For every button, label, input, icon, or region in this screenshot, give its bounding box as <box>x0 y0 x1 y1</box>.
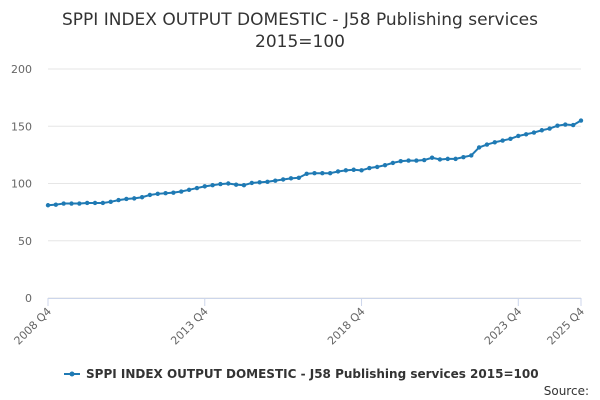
data-point[interactable]: 2014 Q1: 98.5 <box>210 183 215 188</box>
data-point[interactable]: 2025 Q2: 151.5 <box>563 122 568 127</box>
data-point[interactable]: 2020 Q1: 119.5 <box>398 158 403 164</box>
legend-marker-symbol <box>69 371 75 377</box>
data-point[interactable]: 2017 Q2: 109 <box>312 170 317 176</box>
data-point[interactable]: 2020 Q2: 120 <box>406 158 411 163</box>
data-point[interactable]: 2010 Q1: 83 <box>84 200 90 206</box>
data-point[interactable]: 2009 Q4: 82.5 <box>77 201 82 206</box>
data-point[interactable]: 2018 Q3: 112 <box>351 167 356 172</box>
data-point[interactable]: 2011 Q2: 86.5 <box>124 196 129 202</box>
data-point[interactable]: 2013 Q2: 94.5 <box>186 187 192 192</box>
x-tick-label: 2013 Q4 <box>168 305 211 348</box>
data-point[interactable]: 2022 Q4: 134 <box>484 142 490 147</box>
grid-lines <box>48 68 581 299</box>
data-point[interactable]: 2021 Q2: 121 <box>437 157 443 162</box>
data-point[interactable]: 2012 Q3: 91.5 <box>163 191 168 196</box>
data-point[interactable]: 2012 Q2: 91 <box>155 191 160 197</box>
data-point[interactable]: 2019 Q2: 114.5 <box>375 164 380 170</box>
x-axis: 2008 Q4 2013 Q4 2018 Q4 2023 Q4 2025 Q4 <box>12 298 588 348</box>
x-tick-label: 2023 Q4 <box>482 305 525 348</box>
data-point[interactable]: 2024 Q1: 143 <box>523 132 529 137</box>
data-point[interactable]: 2015 Q2: 100.5 <box>249 180 254 186</box>
data-point[interactable]: 2019 Q3: 116 <box>382 162 388 168</box>
data-point[interactable]: 2018 Q4: 111.5 <box>359 168 364 173</box>
plot-area: 2008 Q4: 812009 Q1: 81.52009 Q2: 82.5200… <box>45 118 584 208</box>
data-point[interactable]: 2008 Q4: 81 <box>45 203 51 208</box>
chart-title: SPPI INDEX OUTPUT DOMESTIC - J58 Publish… <box>62 10 538 30</box>
data-point[interactable]: 2015 Q1: 98.5 <box>241 183 247 188</box>
data-point[interactable]: 2016 Q1: 102.5 <box>273 178 278 183</box>
y-tick-label: 50 <box>18 235 32 248</box>
data-point[interactable]: 2013 Q4: 97.5 <box>202 184 207 189</box>
data-point[interactable]: 2020 Q4: 120.5 <box>422 157 427 163</box>
data-point[interactable]: 2022 Q3: 131.5 <box>476 145 482 150</box>
data-point[interactable]: 2024 Q3: 146.5 <box>539 128 545 133</box>
data-point[interactable]: 2014 Q3: 100 <box>226 181 231 186</box>
data-point[interactable]: 2014 Q4: 99 <box>233 182 239 187</box>
data-point[interactable]: 2025 Q3: 151 <box>570 122 576 128</box>
data-point[interactable]: 2010 Q4: 84 <box>108 199 113 205</box>
data-point[interactable]: 2017 Q1: 108.5 <box>304 171 309 176</box>
data-point[interactable]: 2025 Q4: 155 <box>578 118 584 123</box>
data-point[interactable]: 2024 Q2: 144.5 <box>531 130 537 135</box>
data-point[interactable]: 2016 Q4: 105 <box>296 175 302 180</box>
y-tick-label: 100 <box>11 178 32 191</box>
data-point[interactable]: 2014 Q2: 99.5 <box>218 181 223 187</box>
data-point[interactable]: 2010 Q2: 83 <box>92 200 98 206</box>
data-point[interactable]: 2020 Q3: 120 <box>414 158 419 163</box>
x-tick-label: 2025 Q4 <box>545 305 588 348</box>
data-point[interactable]: 2011 Q3: 87 <box>132 196 137 201</box>
data-point[interactable]: 2013 Q1: 93 <box>179 189 184 194</box>
data-point[interactable]: 2025 Q1: 150.5 <box>555 123 560 128</box>
data-point[interactable]: 2021 Q1: 122.5 <box>429 155 435 160</box>
data-point[interactable]: 2021 Q4: 121.5 <box>453 156 458 162</box>
y-tick-label: 0 <box>25 292 32 305</box>
data-point[interactable]: 2019 Q1: 113.5 <box>367 165 372 171</box>
data-point[interactable]: 2023 Q3: 139 <box>508 136 513 142</box>
data-point[interactable]: 2017 Q3: 109 <box>320 170 325 176</box>
data-point[interactable]: 2009 Q2: 82.5 <box>61 201 66 206</box>
data-point[interactable]: 2011 Q4: 88 <box>139 195 145 200</box>
x-tick-label: 2018 Q4 <box>325 305 368 348</box>
data-point[interactable]: 2024 Q4: 148 <box>547 126 552 131</box>
y-tick-label: 150 <box>11 120 32 133</box>
data-point[interactable]: 2023 Q1: 136 <box>492 140 497 145</box>
data-point[interactable]: 2015 Q3: 101 <box>257 180 262 185</box>
data-point[interactable]: 2023 Q4: 141.5 <box>516 133 521 139</box>
chart-subtitle: 2015=100 <box>255 32 345 52</box>
data-point[interactable]: 2022 Q1: 123 <box>461 154 466 160</box>
data-point[interactable]: 2009 Q1: 81.5 <box>53 202 59 207</box>
y-tick-label: 200 <box>11 63 32 76</box>
data-point[interactable]: 2018 Q1: 110.5 <box>335 169 341 174</box>
data-point[interactable]: 2015 Q4: 101.5 <box>265 179 270 184</box>
data-point[interactable]: 2013 Q3: 96 <box>194 185 200 191</box>
data-point[interactable]: 2012 Q1: 90 <box>147 192 153 198</box>
data-point[interactable]: 2023 Q2: 137.5 <box>500 138 505 143</box>
source-label: Source: <box>544 384 589 398</box>
data-point[interactable]: 2016 Q2: 103.5 <box>280 177 286 182</box>
data-point[interactable]: 2010 Q3: 83 <box>100 200 106 206</box>
data-point[interactable]: 2009 Q3: 82.5 <box>69 201 74 206</box>
data-point[interactable]: 2016 Q3: 104.5 <box>288 176 294 181</box>
y-axis: 0 50 100 150 200 <box>11 63 32 305</box>
data-point[interactable]: 2018 Q2: 111.5 <box>343 168 349 173</box>
series-line <box>47 119 582 207</box>
legend-label: SPPI INDEX OUTPUT DOMESTIC - J58 Publish… <box>86 367 539 381</box>
data-point[interactable]: 2022 Q2: 124.5 <box>469 153 474 158</box>
data-point[interactable]: 2012 Q4: 92 <box>171 190 176 195</box>
data-point[interactable]: 2021 Q3: 121.5 <box>445 156 450 162</box>
x-tick-label: 2008 Q4 <box>12 305 55 348</box>
legend[interactable]: SPPI INDEX OUTPUT DOMESTIC - J58 Publish… <box>64 367 539 381</box>
data-point[interactable]: 2011 Q1: 85.5 <box>116 197 121 203</box>
data-point[interactable]: 2019 Q4: 118 <box>390 160 396 166</box>
data-point[interactable]: 2017 Q4: 109 <box>327 170 333 176</box>
